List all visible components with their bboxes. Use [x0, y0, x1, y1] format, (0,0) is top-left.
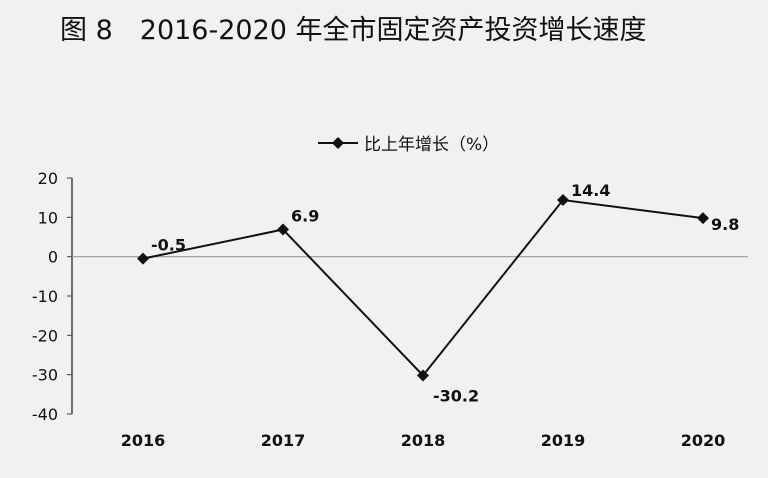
x-tick-label: 2018	[401, 431, 446, 450]
legend-label: 比上年增长（%）	[364, 135, 500, 155]
series-line	[142, 198, 704, 377]
legend: 比上年增长（%）	[318, 130, 499, 155]
data-point-marker	[697, 212, 709, 225]
data-label: -0.5	[151, 236, 186, 255]
x-tick-label: 2020	[681, 431, 726, 450]
x-tick-label: 2017	[261, 431, 306, 450]
data-point-marker	[277, 223, 289, 236]
data-point-marker	[557, 194, 569, 207]
y-tick-label: 0	[48, 248, 58, 267]
x-tick-label: 2019	[541, 431, 586, 450]
data-point-marker	[417, 369, 429, 382]
data-point-marker	[137, 252, 149, 265]
chart-title: 图 8 2016-2020 年全市固定资产投资增长速度	[60, 15, 647, 46]
y-tick-label: -40	[32, 405, 58, 424]
y-tick-label: 20	[38, 169, 58, 188]
data-label: 6.9	[291, 207, 319, 226]
y-tick-label: -10	[32, 287, 58, 306]
data-label: 9.8	[711, 215, 739, 234]
y-tick-label: 10	[38, 208, 58, 227]
legend-marker-icon	[318, 136, 358, 149]
y-tick-label: -20	[32, 326, 58, 345]
data-label: -30.2	[433, 386, 479, 405]
y-tick-label: -30	[32, 366, 58, 385]
data-label: 14.4	[571, 181, 610, 200]
x-tick-label: 2016	[121, 431, 166, 450]
